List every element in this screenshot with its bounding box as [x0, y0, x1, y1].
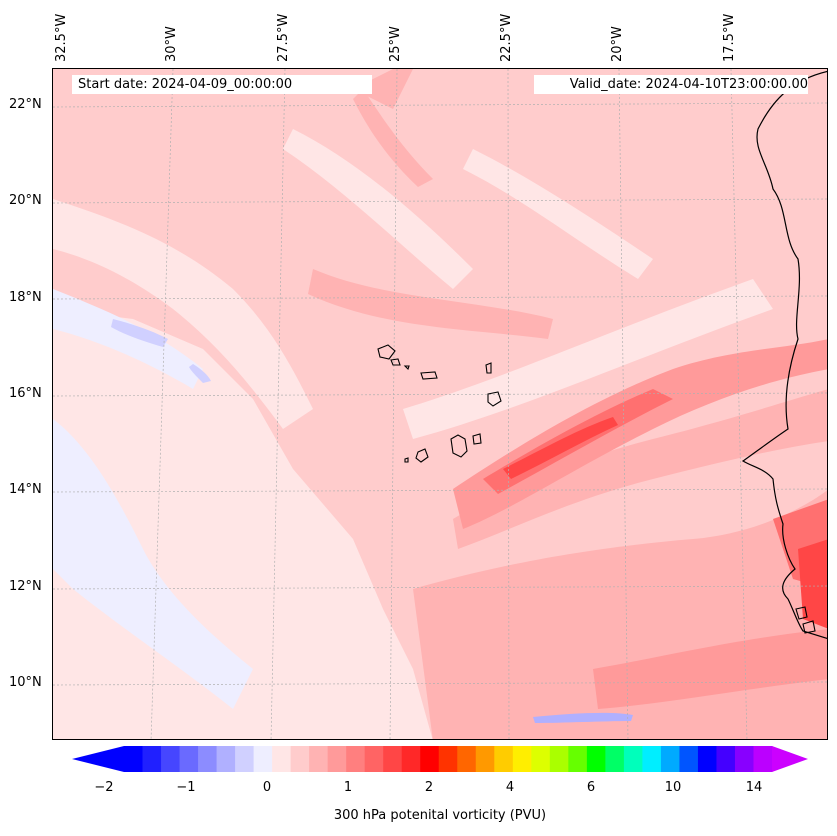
- pv-contour-light-blue: [533, 712, 633, 723]
- lon-label: 27.5°W: [276, 13, 291, 62]
- pv-contour-pale-band: [53, 199, 313, 429]
- colorbar-cell: [494, 746, 514, 772]
- lon-label: 20°W: [610, 26, 625, 62]
- colorbar-cell: [642, 746, 662, 772]
- colorbar-cell: [549, 746, 569, 772]
- pv-contour-deep-red: [798, 539, 827, 629]
- pv-contour-pale-blue: [53, 419, 253, 709]
- colorbar-cell: [161, 746, 181, 772]
- start-date-box: [72, 75, 372, 94]
- colorbar-cell: [216, 746, 236, 772]
- colorbar-cell: [179, 746, 199, 772]
- colorbar-tick-label: 4: [505, 780, 515, 795]
- lon-label: 30°W: [164, 26, 179, 62]
- colorbar-cell: [401, 746, 421, 772]
- colorbar-cell: [124, 746, 144, 772]
- lat-label: 16°N: [9, 386, 42, 401]
- cape-verde-islands: [377, 344, 816, 634]
- colorbar-cell: [142, 746, 162, 772]
- colorbar-cell: [272, 746, 292, 772]
- pv-contour-pink: [593, 629, 827, 709]
- colorbar-cell: [327, 746, 347, 772]
- colorbar-label: 300 hPa potenital vorticity (PVU): [333, 808, 547, 823]
- colorbar-cell: [346, 746, 366, 772]
- colorbar-tick-label: 2: [424, 780, 434, 795]
- colorbar-cell: [660, 746, 680, 772]
- colorbar-cell: [568, 746, 588, 772]
- colorbar-cell: [586, 746, 606, 772]
- lat-label: 12°N: [9, 579, 42, 594]
- colorbar-cell: [309, 746, 329, 772]
- lon-label: 17.5°W: [722, 13, 737, 62]
- colorbar-cell: [290, 746, 310, 772]
- valid-date-box: [534, 75, 808, 94]
- pv-contour-pale-band: [463, 149, 653, 279]
- pv-contour-pale-blue: [53, 289, 203, 389]
- colorbar-cell: [734, 746, 754, 772]
- colorbar-tick-label: 6: [586, 780, 596, 795]
- pv-contour-light-blue: [189, 364, 211, 383]
- lat-label: 14°N: [9, 482, 42, 497]
- colorbar-cell: [438, 746, 458, 772]
- map-panel[interactable]: [52, 68, 828, 740]
- pv-field-map: [53, 69, 827, 739]
- pv-contour-mid-pink: [353, 89, 433, 187]
- colorbar-cell: [623, 746, 643, 772]
- pv-contour-pink: [453, 339, 827, 529]
- colorbar-tick-label: 14: [745, 780, 763, 795]
- colorbar: [72, 746, 808, 772]
- colorbar-cell: [531, 746, 551, 772]
- pv-contour-mid-pink: [353, 69, 413, 109]
- start-date-label: Start date: 2024-04-09_00:00:00: [78, 77, 293, 92]
- colorbar-cell: [383, 746, 403, 772]
- colorbar-tick-label: −1: [176, 780, 196, 795]
- pv-contour-pale-band: [283, 129, 473, 289]
- valid-date-label: Valid_date: 2024-04-10T23:00:00.00: [569, 77, 808, 92]
- pv-contour-mid-pink: [453, 389, 827, 549]
- pv-contour-deep-red: [503, 417, 618, 479]
- colorbar-cell: [457, 746, 477, 772]
- lon-label: 22.5°W: [499, 13, 514, 62]
- lat-label: 22°N: [9, 97, 42, 112]
- colorbar-tick-label: 10: [664, 780, 682, 795]
- pv-contour-pale-band: [403, 279, 773, 439]
- colorbar-cell: [198, 746, 218, 772]
- pv-contour-mid-pink: [308, 269, 553, 339]
- colorbar-cell: [420, 746, 440, 772]
- colorbar-cell: [364, 746, 384, 772]
- lat-label: 10°N: [9, 675, 42, 690]
- lat-label: 20°N: [9, 193, 42, 208]
- lon-label: 25°W: [388, 26, 403, 62]
- lon-label: 32.5°W: [54, 13, 69, 62]
- pv-contour-light-blue: [111, 319, 168, 347]
- colorbar-tick-label: 1: [343, 780, 353, 795]
- colorbar-cell: [679, 746, 699, 772]
- colorbar-cell: [512, 746, 532, 772]
- colorbar-cell: [605, 746, 625, 772]
- colorbar-cell: [253, 746, 273, 772]
- lat-label: 18°N: [9, 290, 42, 305]
- colorbar-cell: [235, 746, 255, 772]
- colorbar-tick-label: −2: [94, 780, 114, 795]
- colorbar-cell: [753, 746, 773, 772]
- colorbar-cell: [475, 746, 495, 772]
- colorbar-cell: [716, 746, 736, 772]
- graticule: [53, 69, 827, 739]
- colorbar-extend-min: [72, 746, 124, 772]
- colorbar-extend-max: [772, 746, 808, 772]
- colorbar-tick-label: 0: [262, 780, 272, 795]
- colorbar-cell: [697, 746, 717, 772]
- coastline-africa: [741, 70, 827, 640]
